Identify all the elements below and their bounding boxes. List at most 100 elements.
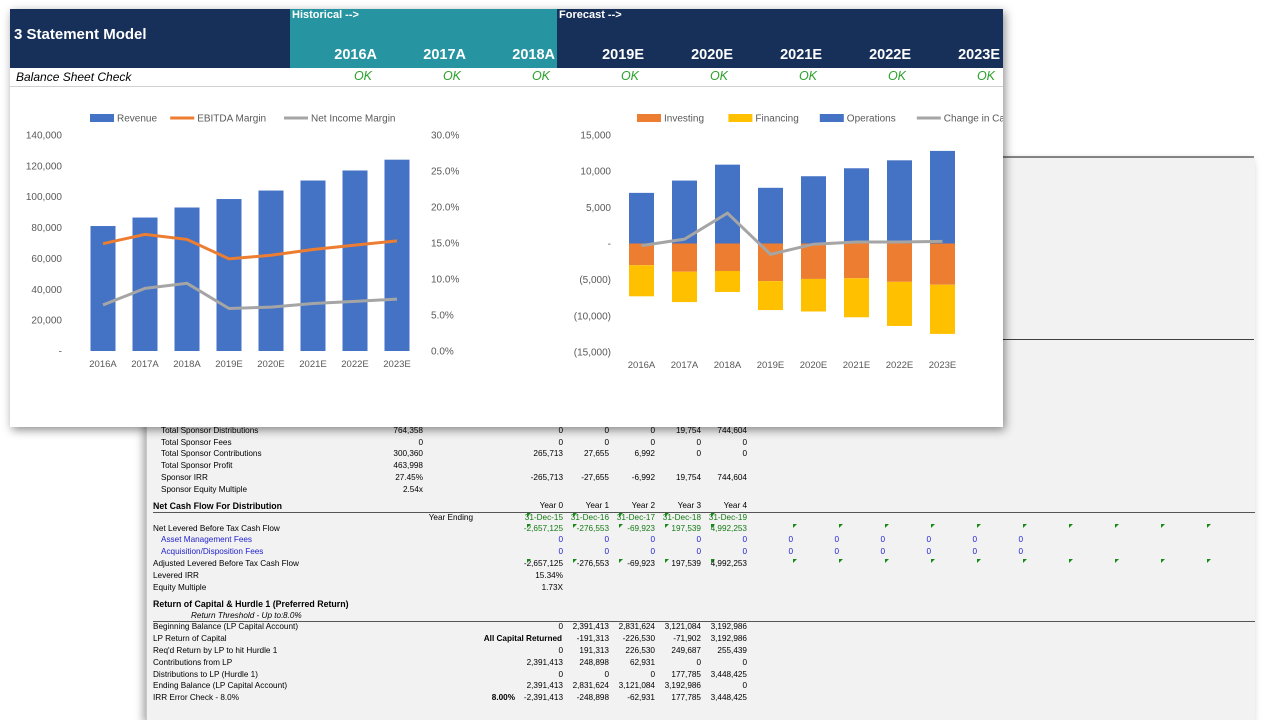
cell-error-indicator	[793, 524, 797, 528]
y-tick-label: (5,000)	[579, 275, 611, 286]
cell-error-indicator	[527, 524, 531, 528]
roc-value-cell: 0	[604, 670, 609, 679]
roc-value-cell: -2,391,413	[523, 693, 563, 702]
ncf-extra-cell: 0	[1018, 535, 1023, 544]
cell-error-indicator	[711, 513, 715, 517]
sponsor-value-cell: 27,655	[583, 449, 609, 458]
financing-bar	[930, 284, 955, 334]
forecast-label: Forecast -->	[559, 9, 622, 21]
sponsor-row-label: Total Sponsor Fees	[161, 438, 232, 447]
cell-error-indicator	[977, 559, 981, 563]
y-tick-label-left: 20,000	[31, 316, 62, 327]
year-header: 2021E	[780, 47, 822, 63]
roc-value-cell: 2,831,624	[618, 622, 655, 631]
y-tick-label-left: -	[59, 347, 62, 358]
ncf-row-label: Levered IRR	[153, 571, 199, 580]
ncf-value-cell: 4,992,253	[710, 559, 747, 568]
threshold-value: 8.0%	[283, 611, 302, 620]
investing-bar	[801, 243, 826, 279]
legend-label: Investing	[664, 114, 704, 125]
sponsor-value-cell: 0	[650, 426, 655, 435]
ncf-value-cell: 197,539	[671, 524, 701, 533]
cell-error-indicator	[665, 559, 669, 563]
year-header: 2023E	[958, 47, 1000, 63]
roc-value-cell: -191,313	[576, 634, 609, 643]
year-label: Year 1	[585, 501, 609, 510]
investing-bar	[930, 243, 955, 285]
ncf-extra-cell: 0	[834, 547, 839, 556]
ncf-value-cell: -276,553	[576, 559, 609, 568]
ncf-extra-cell: 0	[788, 535, 793, 544]
roc-value-cell: 0	[558, 622, 563, 631]
year-header: 2018A	[512, 47, 555, 63]
legend-label: Revenue	[117, 114, 157, 125]
roc-value-cell: 3,121,084	[664, 622, 701, 631]
roc-value-cell: 248,898	[579, 658, 609, 667]
x-tick-label: 2018A	[714, 360, 742, 371]
roc-value-cell: 3,121,084	[618, 681, 655, 690]
y-tick-label: (10,000)	[574, 311, 611, 322]
margin-line	[102, 281, 398, 311]
check-status: OK	[620, 69, 639, 83]
sponsor-value-cell: 6,992	[634, 449, 656, 458]
page-title: 3 Statement Model	[14, 26, 147, 43]
cell-error-indicator	[839, 524, 843, 528]
check-status: OK	[976, 69, 995, 83]
investing-bar	[629, 243, 654, 266]
operations-bar	[629, 192, 654, 244]
sponsor-row-total: 27.45%	[395, 473, 423, 482]
sponsor-value-cell: 0	[604, 438, 609, 447]
ncf-extra-cell: 0	[880, 535, 885, 544]
financing-bar	[801, 278, 826, 312]
cash-flow-chart: (15,000) (10,000) (5,000) - 5,000 10,000 15,00…	[574, 114, 1003, 372]
revenue-bar	[300, 180, 326, 351]
ncf-extra-cell: 0	[972, 535, 977, 544]
legend-swatch	[90, 114, 114, 122]
ncf-row-label: Asset Management Fees	[161, 535, 253, 544]
y-tick-label-left: 60,000	[31, 254, 62, 265]
y-tick-label-right: 10.0%	[431, 275, 459, 286]
balance-check-row: Balance Sheet Check OK OK OK OK OK OK OK…	[10, 68, 1003, 87]
cell-error-indicator	[619, 524, 623, 528]
x-tick-label: 2022E	[886, 360, 913, 371]
sheet-border-line	[996, 339, 1254, 340]
roc-value-cell: -71,902	[673, 634, 701, 643]
ncf-value-cell: 0	[696, 535, 701, 544]
ncf-value-cell: 197,539	[671, 559, 701, 568]
x-tick-label: 2016A	[89, 359, 117, 370]
ncf-value-cell: 0	[604, 547, 609, 556]
ncf-extra-cell: 0	[788, 547, 793, 556]
sponsor-value-cell: 19,754	[675, 473, 701, 482]
sponsor-row-label: Sponsor IRR	[161, 473, 208, 482]
investing-bar	[715, 243, 740, 271]
year-header: 2019E	[602, 47, 644, 63]
revenue-bar	[384, 159, 410, 351]
roc-value-cell: 3,192,986	[710, 634, 747, 643]
roc-value-cell: 226,530	[625, 646, 655, 655]
cell-error-indicator	[793, 559, 797, 563]
x-tick-label: 2022E	[341, 359, 368, 370]
financing-bar	[629, 265, 654, 297]
financing-bar	[715, 270, 740, 292]
operations-bar	[801, 176, 826, 244]
sponsor-value-cell: 0	[558, 426, 563, 435]
revenue-bar	[216, 199, 242, 351]
legend-swatch	[819, 114, 844, 122]
sponsor-row-total: 2.54x	[402, 485, 423, 494]
cell-error-indicator	[931, 559, 935, 563]
cell-error-indicator	[1069, 524, 1073, 528]
ncf-value-cell: 1.73X	[541, 583, 563, 592]
roc-value-cell: -62,931	[627, 693, 655, 702]
sponsor-value-cell: 0	[650, 438, 655, 447]
roc-row-label: Beginning Balance (LP Capital Account)	[153, 622, 299, 631]
year-ending-label: Year Ending	[428, 513, 473, 522]
legend-swatch	[637, 114, 661, 122]
year-header: 2022E	[869, 47, 911, 63]
roc-value-cell: 2,391,413	[526, 681, 563, 690]
revenue-margin-chart: - 20,000 40,000 60,000 80,000 100,000 120,000 1…	[26, 114, 460, 371]
legend-swatch	[728, 114, 753, 122]
roc-value-cell: 62,931	[629, 658, 655, 667]
roc-row-label: Contributions from LP	[153, 658, 233, 667]
ncf-extra-cell: 0	[880, 547, 885, 556]
cell-error-indicator	[931, 524, 935, 528]
